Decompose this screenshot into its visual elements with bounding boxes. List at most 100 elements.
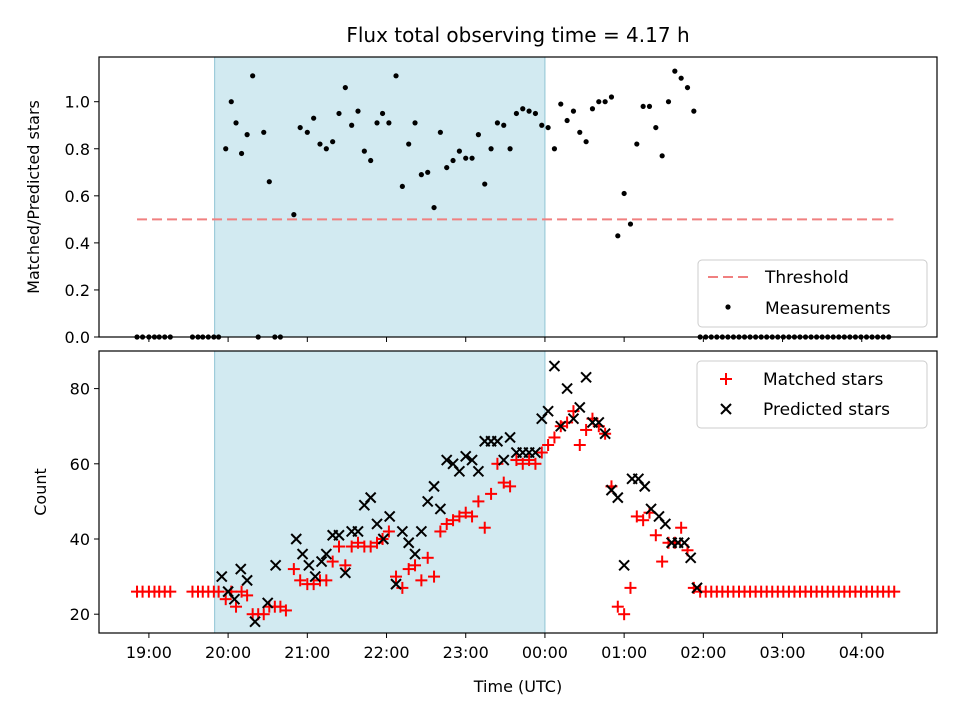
legend-measurements-label: Measurements	[765, 299, 891, 319]
matched-star-point	[434, 525, 447, 538]
xtick-label: 03:00	[759, 643, 805, 662]
measurement-point	[450, 157, 456, 164]
matched-star-point	[230, 600, 243, 613]
measurement-point	[330, 139, 336, 145]
matched-star-point	[478, 521, 491, 534]
predicted-star-point	[371, 518, 383, 530]
matched-star-point	[491, 457, 504, 470]
ytick-label: 20	[70, 605, 90, 624]
xtick-label: 21:00	[284, 643, 330, 662]
matched-star-point	[164, 585, 177, 598]
measurement-point	[653, 124, 659, 131]
predicted-star-point	[472, 465, 485, 478]
predicted-star-point	[548, 360, 561, 372]
predicted-star-point	[691, 582, 703, 594]
ytick-label: 40	[70, 530, 90, 549]
legend-predicted-swatch	[720, 403, 732, 415]
measurement-point	[551, 146, 558, 152]
matched-star-point	[888, 585, 901, 598]
measurement-point	[501, 122, 507, 128]
measurement-point	[672, 68, 678, 74]
matched-star-point	[428, 570, 441, 583]
predicted-star-point	[618, 559, 630, 572]
measurement-point	[228, 99, 234, 105]
ytick-label: 80	[70, 380, 90, 399]
matched-star-point	[421, 551, 434, 564]
predicted-star-point	[542, 405, 554, 417]
matched-star-point	[472, 495, 485, 508]
measurement-point	[615, 233, 621, 239]
predicted-star-point	[678, 537, 691, 549]
measurement-point	[691, 108, 697, 114]
xtick-label: 01:00	[601, 643, 647, 662]
predicted-star-point	[561, 382, 573, 395]
matched-star-point	[332, 540, 345, 553]
matched-star-point	[624, 581, 637, 594]
matched-star-point	[504, 480, 517, 493]
xtick-label: 22:00	[363, 643, 409, 662]
predicted-star-point	[453, 465, 466, 478]
measurement-point	[361, 148, 367, 154]
measurement-point	[342, 84, 348, 91]
measurement-point	[399, 183, 405, 190]
xtick-label: 20:00	[205, 643, 251, 662]
xtick-label: 02:00	[680, 643, 726, 662]
measurement-point	[583, 139, 589, 145]
count-panel: 19:00 20:00 21:00 22:00 23:00 00:00 01:00 02:00…	[31, 350, 938, 696]
predicted-star-point	[460, 450, 472, 462]
matched-star-point	[561, 416, 574, 429]
measurement-point	[482, 181, 488, 187]
ratio-panel: 0.0 0.2 0.4 0.6 0.8 1.0 Matched/Predicted sta…	[24, 56, 938, 347]
measurement-point	[266, 179, 272, 185]
measurement-point	[570, 108, 577, 114]
predicted-star-point	[593, 416, 605, 429]
measurement-point	[627, 221, 634, 227]
predicted-star-point	[441, 454, 453, 466]
matched-star-point	[573, 439, 586, 451]
measurement-point	[386, 120, 392, 126]
measurement-point	[374, 120, 380, 126]
measurement-point	[261, 129, 267, 135]
observing-window-top	[214, 56, 546, 338]
measurement-point	[349, 122, 355, 128]
legend-predicted-label: Predicted stars	[763, 400, 890, 420]
ytick-label: 60	[70, 455, 90, 474]
predicted-star-point	[529, 446, 542, 459]
predicted-star-point	[390, 578, 402, 590]
ytick-label: 0.2	[65, 281, 90, 300]
matched-star-point	[630, 510, 643, 523]
matched-star-point	[453, 510, 466, 523]
predicted-star-point	[315, 555, 328, 568]
measurement-point	[640, 103, 646, 110]
matched-star-point	[241, 589, 254, 602]
matched-star-point	[390, 570, 403, 583]
matched-star-point	[618, 608, 631, 621]
measurement-point	[558, 101, 564, 107]
bottom-legend-box	[696, 360, 928, 429]
measurement-point	[513, 110, 520, 117]
matched-star-point	[409, 559, 422, 572]
matched-star-point	[279, 604, 292, 617]
measurement-point	[425, 169, 431, 175]
matched-star-point	[497, 476, 510, 489]
measurement-point	[304, 129, 310, 135]
predicted-star-point	[466, 454, 478, 466]
measurement-point	[665, 99, 672, 105]
measurement-point	[520, 106, 526, 112]
predicted-star-point	[290, 533, 302, 545]
predicted-star-point	[383, 510, 396, 523]
measurement-point	[431, 204, 437, 211]
measurement-point	[589, 106, 596, 112]
matched-star-point	[580, 423, 593, 436]
predicted-star-point	[659, 518, 672, 530]
measurement-point	[418, 172, 424, 178]
measurement-point	[488, 146, 494, 152]
predicted-star-point	[504, 431, 516, 444]
predicted-star-point	[228, 593, 241, 605]
x-axis-label: Time (UTC)	[473, 677, 562, 696]
xtick-label: 04:00	[839, 643, 885, 662]
matched-star-point	[459, 506, 472, 519]
matched-star-point	[466, 510, 479, 523]
matched-star-point	[287, 563, 300, 576]
predicted-star-point	[574, 401, 586, 414]
